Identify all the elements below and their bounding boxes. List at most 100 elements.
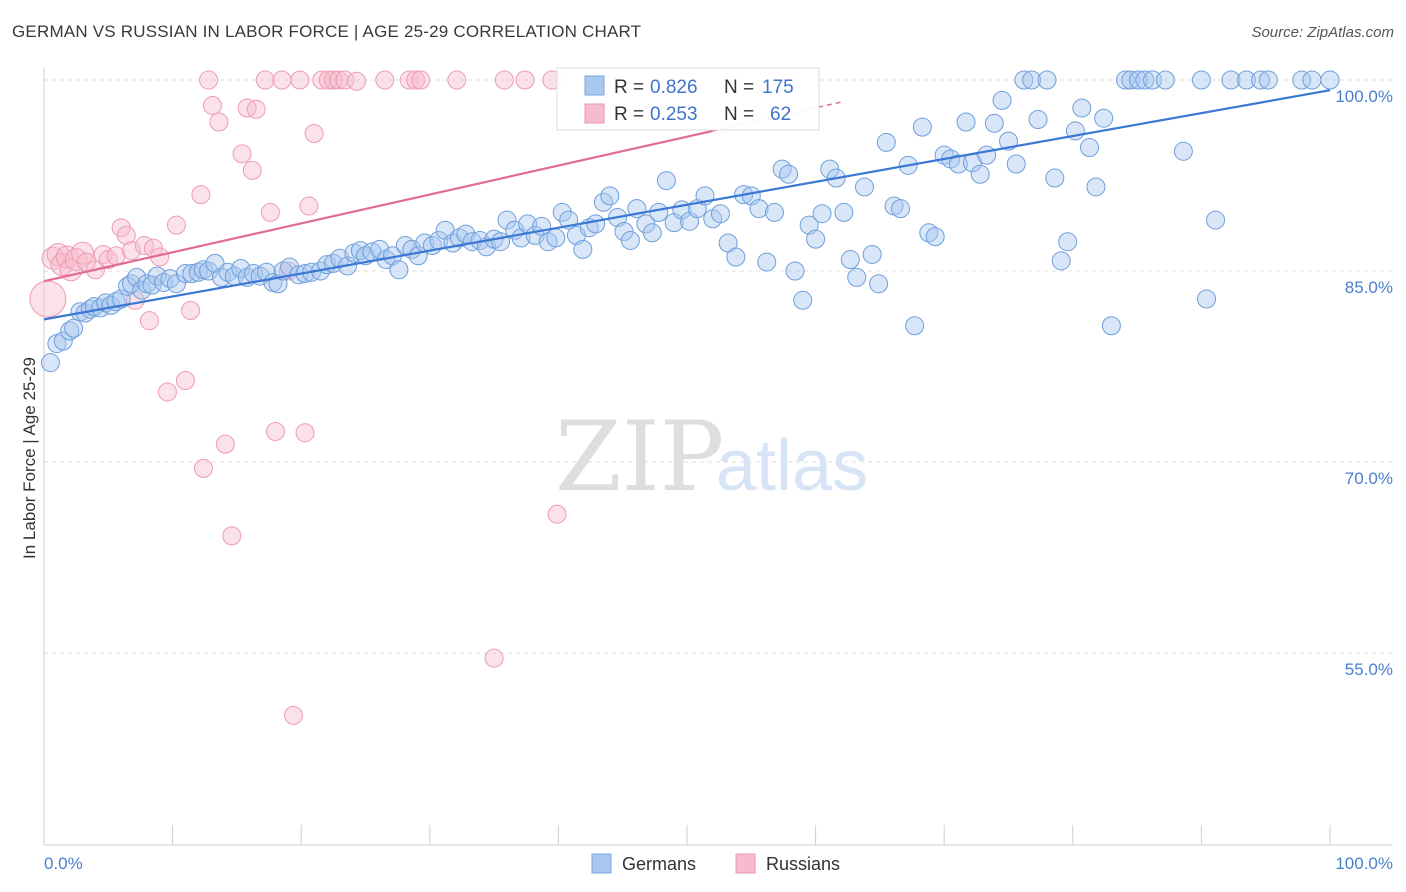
source-credit: Source: ZipAtlas.com [1251,24,1394,41]
german-point [1155,70,1175,90]
chart-title: GERMAN VS RUSSIAN IN LABOR FORCE | AGE 2… [12,22,642,41]
german-point [1072,98,1092,118]
russian-point [265,421,285,441]
russian-point [175,371,195,391]
legend-russian-swatch [735,853,756,874]
german-point [925,227,945,247]
german-point [890,199,910,219]
german-r-label: R = [614,77,644,98]
russian-point [272,70,292,90]
german-point [642,223,662,243]
german-point [970,164,990,184]
german-point [1037,70,1057,90]
watermark-zip: ZIP [555,401,724,513]
german-point [779,164,799,184]
german-point [53,331,73,351]
russian-point [121,241,141,261]
german-point [1236,70,1256,90]
stats-legend: R = 0.826 N = 175 R = 0.253 N = 62 [556,67,820,131]
german-point [160,269,180,289]
german-point [876,132,896,152]
german-point [799,215,819,235]
german-point [977,145,997,165]
y-tick-label: 85.0% [1345,278,1393,297]
russian-point [547,504,567,524]
german-trend-line [43,89,1331,321]
german-point [726,247,746,267]
russian-r-value: 0.253 [650,104,698,125]
german-point [1006,154,1026,174]
russian-point [346,71,366,91]
german-point [1251,70,1271,90]
tick-labels: 55.0% 70.0% 85.0% 100.0% 0.0% 100.0% [44,87,1393,873]
german-r-value: 0.826 [650,77,698,98]
german-swatch [584,75,605,96]
russian-point [222,526,242,546]
german-point [600,186,620,206]
german-point [984,113,1004,133]
russian-point [323,70,343,90]
german-points [40,70,1340,373]
german-point [1320,70,1340,90]
german-point [256,262,276,282]
german-point [1022,70,1042,90]
german-point [389,260,409,280]
german-point [1101,316,1121,336]
german-point [142,275,162,295]
x-tick-label: 100.0% [1335,854,1393,873]
german-point [456,224,476,244]
german-point [869,274,889,294]
german-point [1206,210,1226,230]
german-point [806,229,826,249]
german-point [1197,289,1217,309]
german-point [1302,70,1322,90]
russian-trend-line [43,129,713,283]
german-point [127,267,147,287]
russian-point [242,160,262,180]
russian-point [299,196,319,216]
german-point [649,202,669,222]
russian-n-label: N = [724,104,754,125]
russian-point [166,215,186,235]
russian-point [139,311,159,331]
german-n-label: N = [724,77,754,98]
russian-point [295,423,315,443]
german-point [40,353,60,373]
german-point [121,274,141,294]
german-point [793,290,813,310]
german-point [1221,70,1241,90]
bottom-legend: Germans Russians [591,853,840,874]
german-point [1191,70,1211,90]
german-point [1080,137,1100,157]
german-point [586,214,606,234]
russian-point [202,95,222,115]
german-point [132,280,152,300]
watermark-atlas: atlas [716,426,868,506]
legend-german-swatch [591,853,612,874]
russian-point [71,241,95,265]
russian-point [260,202,280,222]
legend-german-label: Germans [622,854,696,874]
german-point [1086,177,1106,197]
german-point [1058,232,1078,252]
russian-point [215,434,235,454]
russian-swatch [584,103,605,124]
german-point [111,289,131,309]
russian-point [484,648,504,668]
russian-point [515,70,535,90]
german-point [182,264,202,284]
russian-point [199,70,219,90]
german-point [710,204,730,224]
german-point [1121,70,1141,90]
y-axis-label: In Labor Force | Age 25-29 [20,357,39,559]
german-point [749,199,769,219]
russian-point [209,112,229,132]
german-point [1051,251,1071,271]
german-point [1045,168,1065,188]
legend-russian-label: Russians [766,854,840,874]
german-point [546,228,566,248]
german-point [1173,141,1193,161]
german-point [64,318,84,338]
german-point [1292,70,1312,90]
german-point [772,159,792,179]
